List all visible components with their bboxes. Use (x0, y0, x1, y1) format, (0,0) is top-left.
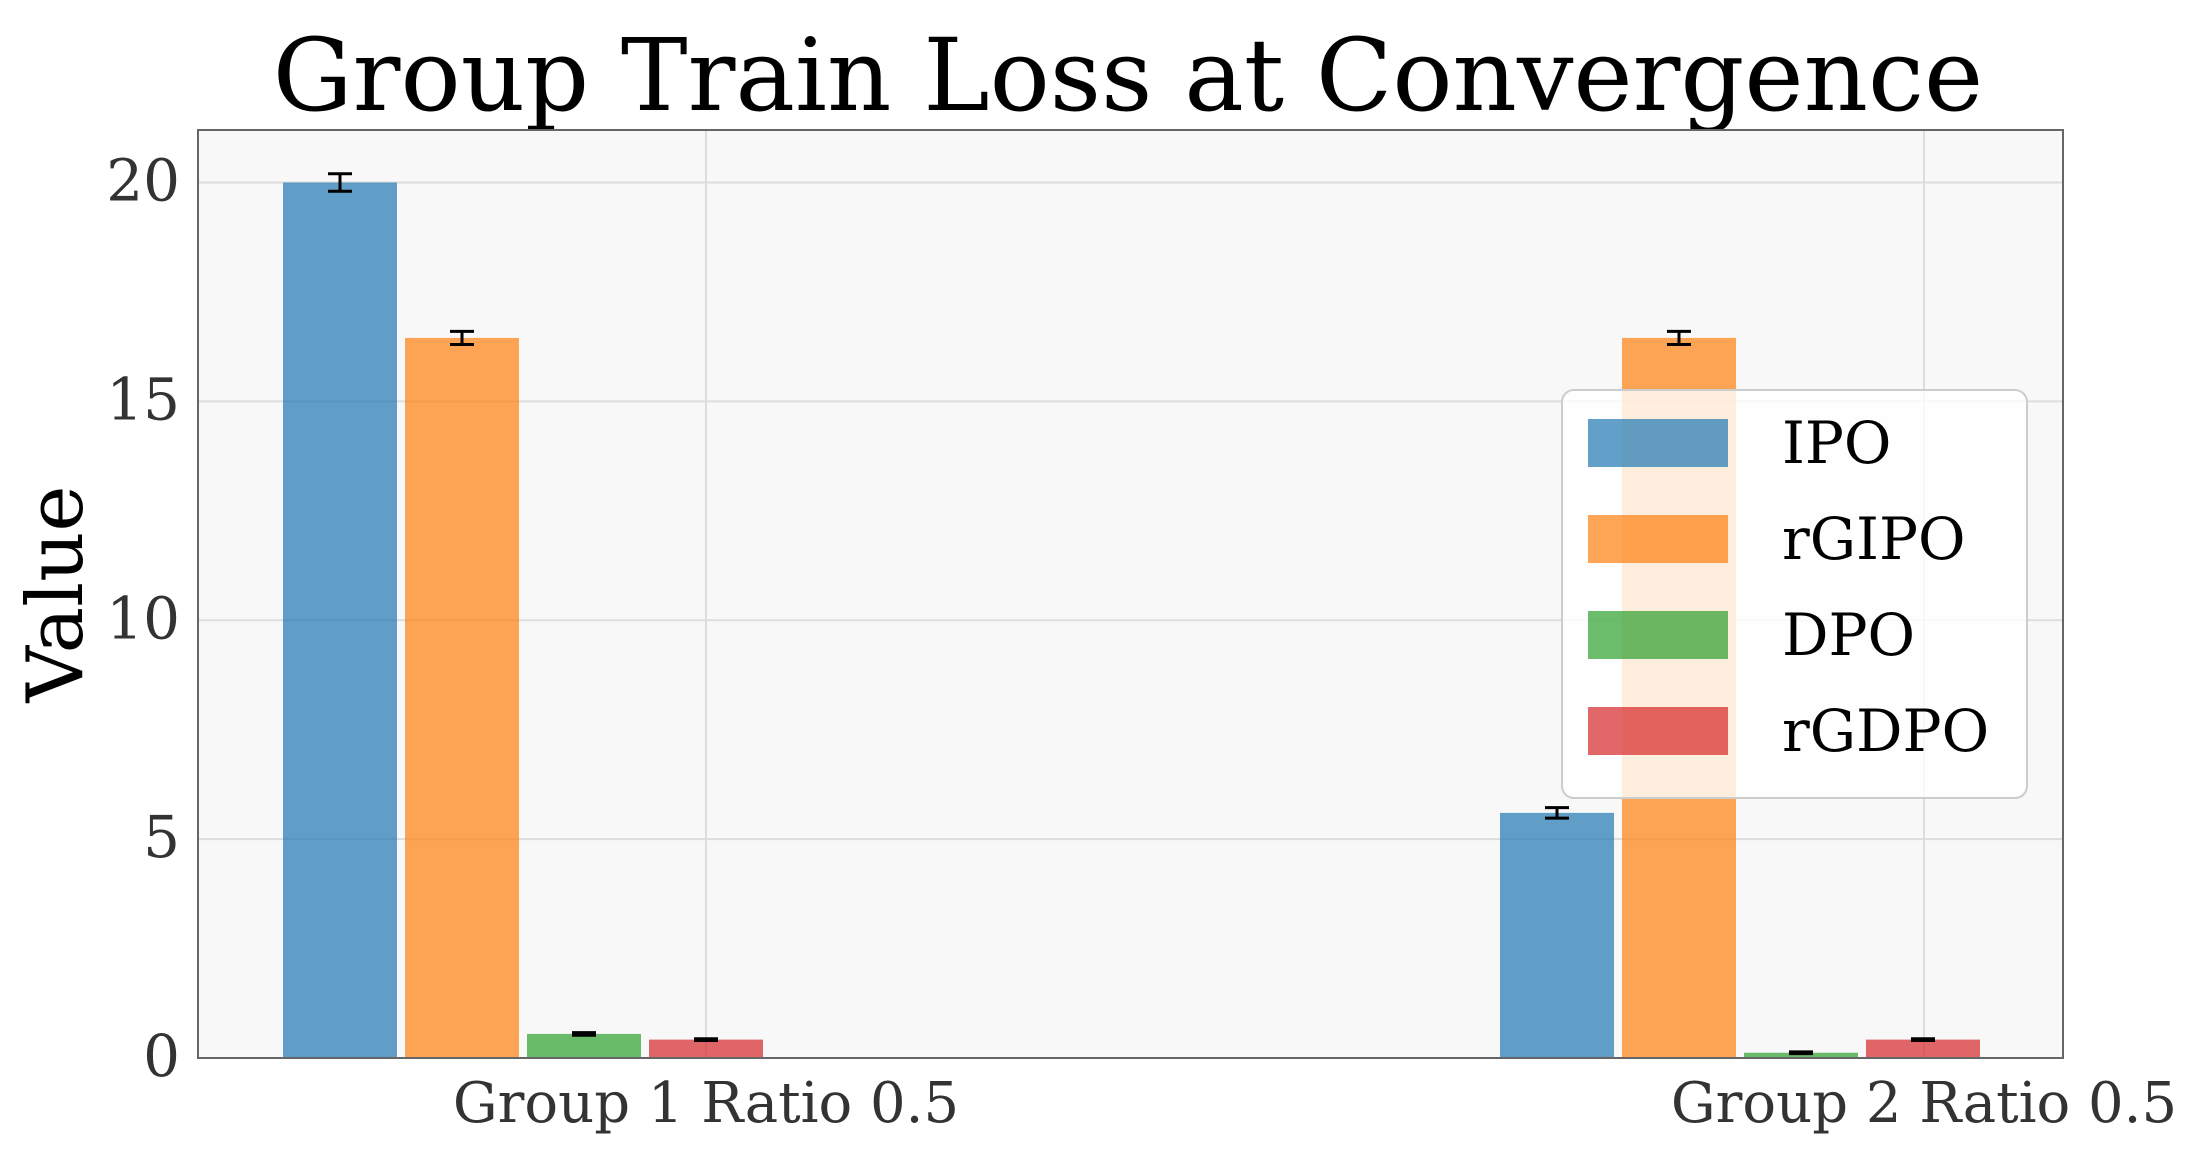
y-tick-label: 15 (106, 365, 180, 433)
bar-dpo-2 (1744, 1052, 1858, 1058)
y-tick-label: 5 (143, 803, 180, 871)
error-bar-rgdpo-2 (1911, 1037, 1935, 1042)
legend-label: DPO (1782, 601, 1915, 669)
error-bars (328, 172, 1935, 1056)
legend-item-rgdpo: rGDPO (1588, 697, 1989, 765)
error-bar-ipo-1 (328, 172, 352, 193)
error-bar-dpo-2 (1789, 1050, 1813, 1056)
y-tick-label: 0 (143, 1022, 180, 1090)
bar-rgdpo-2 (1866, 1039, 1980, 1058)
legend-swatch (1588, 611, 1728, 659)
legend: IPO rGIPO DPO rGDPO (1561, 389, 2028, 799)
plot-frame (197, 129, 2064, 1059)
legend-label: IPO (1782, 409, 1892, 477)
legend-item-dpo: DPO (1588, 601, 1915, 669)
bar-ipo-1 (283, 182, 397, 1058)
x-axis-ticks: Group 1 Ratio 0.5 Group 2 Ratio 0.5 (453, 1071, 2177, 1136)
legend-swatch (1588, 707, 1728, 755)
bars (283, 182, 1980, 1058)
legend-label: rGIPO (1782, 505, 1966, 573)
bar-rgdpo-1 (649, 1039, 763, 1058)
error-bar-ipo-2 (1545, 806, 1569, 820)
y-axis-label: Value (11, 485, 101, 703)
x-tick-label: Group 1 Ratio 0.5 (453, 1071, 959, 1136)
error-bar-dpo-1 (572, 1031, 596, 1037)
error-bar-rgdpo-1 (694, 1037, 718, 1042)
legend-swatch (1588, 419, 1728, 467)
legend-item-rgipo: rGIPO (1588, 505, 1966, 573)
y-axis-ticks: 0 5 10 15 20 (106, 147, 180, 1090)
legend-swatch (1588, 515, 1728, 563)
bar-rgipo-1 (405, 337, 519, 1058)
chart-title: Group Train Loss at Convergence (273, 17, 1983, 134)
y-tick-label: 10 (106, 584, 180, 652)
legend-label: rGDPO (1782, 697, 1989, 765)
legend-item-ipo: IPO (1588, 409, 1892, 477)
error-bar-rgipo-2 (1667, 329, 1691, 346)
error-bar-rgipo-1 (450, 329, 474, 346)
legend-box (1561, 389, 2028, 799)
x-tick-label: Group 2 Ratio 0.5 (1671, 1071, 2177, 1136)
y-tick-label: 20 (106, 147, 180, 215)
bar-dpo-1 (527, 1033, 641, 1058)
bar-ipo-2 (1500, 812, 1614, 1058)
